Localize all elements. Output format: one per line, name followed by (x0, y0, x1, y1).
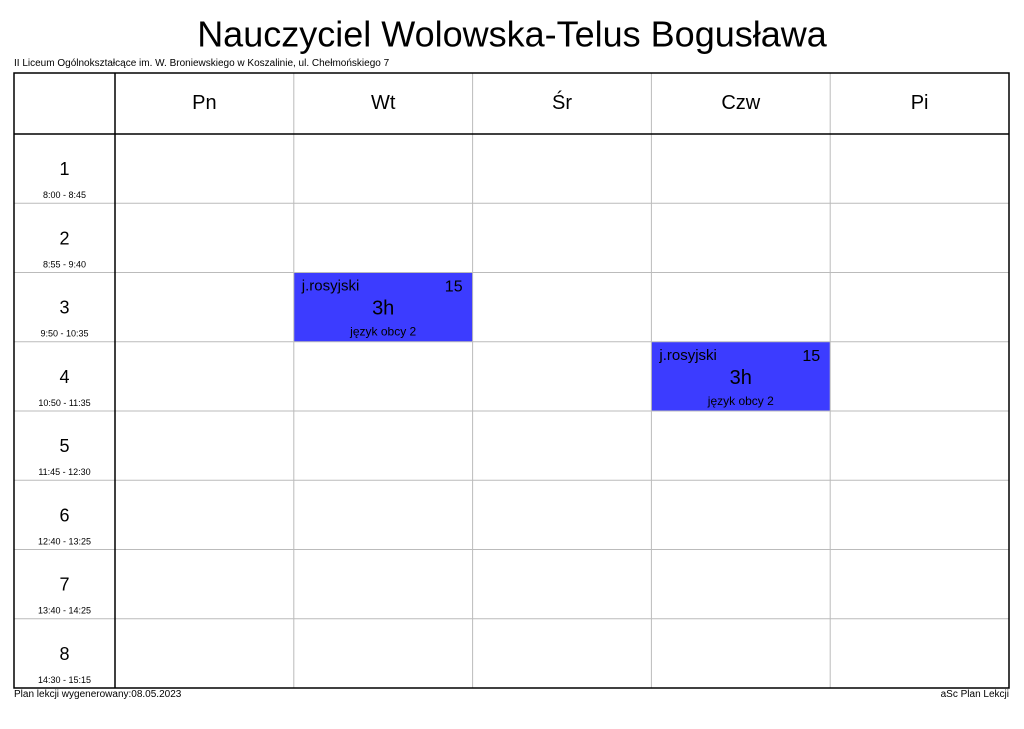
lesson-card (651, 341, 831, 411)
title: Nauczyciel Wolowska-Telus Bogusława (197, 14, 828, 55)
period-number: 3 (59, 298, 69, 318)
lesson-card (293, 272, 473, 342)
period-number: 4 (59, 367, 69, 387)
lesson-group: język obcy 2 (349, 325, 416, 339)
period-number: 6 (59, 505, 69, 525)
lesson-hours: 3h (730, 367, 752, 389)
table-border (13, 72, 1010, 689)
period-number: 7 (59, 575, 69, 595)
lesson-room: 15 (802, 348, 820, 365)
lesson-subject: j.rosyjski (658, 347, 717, 364)
day-header: Pn (192, 92, 216, 114)
period-number: 5 (59, 436, 69, 456)
lesson-hours: 3h (372, 298, 394, 320)
subtitle: II Liceum Ogólnokształcące im. W. Bronie… (14, 58, 390, 69)
period-time: 9:50 - 10:35 (40, 329, 88, 339)
period-time: 12:40 - 13:25 (38, 536, 91, 546)
period-time: 8:00 - 8:45 (43, 190, 86, 200)
day-header: Pi (911, 92, 929, 114)
period-time: 11:45 - 12:30 (38, 467, 90, 477)
lesson-subject: j.rosyjski (301, 278, 360, 295)
lesson-group: język obcy 2 (707, 394, 774, 408)
period-time: 8:55 - 9:40 (43, 259, 86, 269)
lesson-room: 15 (445, 279, 463, 296)
period-number: 1 (59, 159, 69, 179)
footer-right: aSc Plan Lekcji (941, 689, 1009, 700)
period-number: 8 (59, 644, 69, 664)
day-header: Wt (371, 92, 396, 114)
period-time: 13:40 - 14:25 (38, 606, 91, 616)
day-header: Śr (552, 90, 572, 114)
footer-left: Plan lekcji wygenerowany:08.05.2023 (14, 689, 182, 700)
day-header: Czw (721, 92, 760, 114)
period-time: 14:30 - 15:15 (38, 675, 91, 685)
period-number: 2 (59, 228, 69, 248)
period-time: 10:50 - 11:35 (38, 398, 90, 408)
